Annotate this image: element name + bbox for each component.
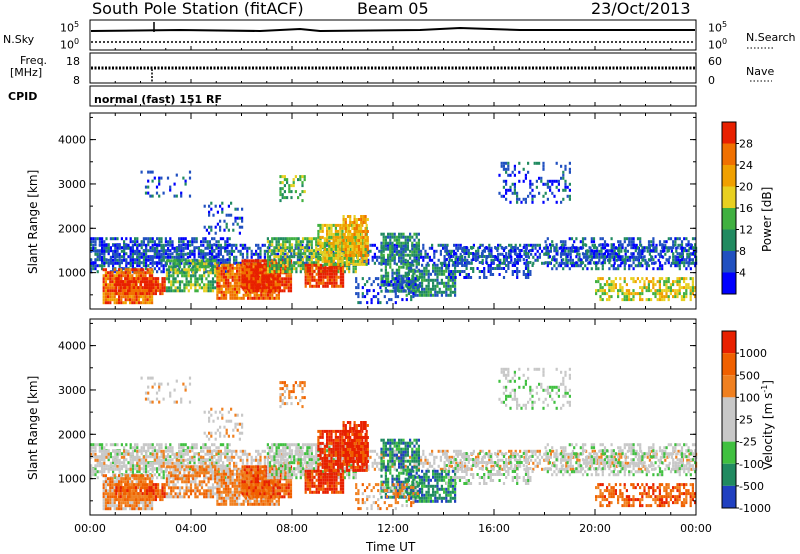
colorbar-segment [722,251,736,273]
x-tick-label: 16:00 [478,522,510,535]
colorbar-segment [722,208,736,230]
freq-label: Freq. [20,54,48,67]
y-tick-label: 3000 [58,384,86,397]
power-colorbar: 28 24 20 16 12 8 4 [721,121,753,295]
colorbar-segment [722,122,736,144]
cpid-label: CPID [8,90,38,103]
colorbar-segment [722,463,736,486]
nsky-tick-high: 105 [60,20,80,35]
freq-tick-high: 18 [66,55,80,68]
colorbar-tick-label: -1000 [739,502,771,515]
colorbar-segment [722,165,736,187]
freq-panel [89,52,697,84]
y-tick-label: 2000 [58,428,86,441]
nsearch-tick-high: 105 [708,20,728,35]
x-tick-label: 00:00 [74,522,106,535]
date-title: 23/Oct/2013 [591,0,691,18]
colorbar-segment [722,375,736,398]
colorbar-tick-label: 1000 [739,347,767,360]
colorbar-segment [722,419,736,442]
nsky-label: N.Sky [3,33,35,46]
velocity-panel: 1000 2000 3000 4000 [58,318,698,516]
x-tick-label: 04:00 [175,522,207,535]
axes: 00:00 04:00 08:00 12:00 16:00 20:00 00:00 [74,46,712,535]
beam-title: Beam 05 [357,0,429,18]
y-tick-label: 2000 [58,222,86,235]
colorbar-tick-label: -100 [739,458,764,471]
colorbar-tick-label: -25 [739,436,757,449]
colorbar-segment [722,143,736,165]
colorbar-segment [722,229,736,251]
y-tick-label: 1000 [58,473,86,486]
nave-tick-low: 0 [708,74,715,87]
freq-tick-low: 8 [73,74,80,87]
colorbar-tick-label: 8 [739,245,746,258]
colorbar-tick-label: 12 [739,224,753,237]
y-tick-label: 4000 [58,134,86,147]
x-tick-label: 20:00 [579,522,611,535]
x-tick-label: 12:00 [377,522,409,535]
nsky-tick-low: 100 [60,37,80,52]
colorbar-segment [722,331,736,354]
x-axis-label: Time UT [366,540,416,554]
y-tick-label: 1000 [58,267,86,280]
velocity-colorbar: 1000 500 100 25 -25 -100 -500 -1000 [721,330,771,515]
colorbar-segment [722,485,736,508]
nsky-panel [89,19,697,51]
colorbar-segment [722,397,736,420]
colorbar-tick-label: 28 [739,138,753,151]
colorbar-tick-label: 20 [739,181,753,194]
colorbar-tick-label: 4 [739,267,746,280]
echo-cells [90,161,698,305]
cpid-mode: normal (fast) 151 RF [94,93,222,106]
nsky-trace [90,26,695,33]
colorbar-tick-label: 100 [739,391,760,404]
colorbar-tick-label: 25 [739,414,753,427]
nsearch-tick-low: 100 [708,37,728,52]
y-tick-label: 3000 [58,178,86,191]
nsearch-label: N.Search [746,31,796,44]
y-tick-label: 4000 [58,340,86,353]
colorbar-segment [722,272,736,294]
colorbar-segment [722,441,736,464]
colorbar-tick-label: 16 [739,202,753,215]
colorbar-segment [722,353,736,376]
echo-cells [90,367,698,511]
nave-label: Nave [746,65,775,78]
x-tick-label: 00:00 [680,522,712,535]
freq-unit-label: [MHz] [10,66,43,79]
station-title: South Pole Station (fitACF) [92,0,304,18]
colorbar-segment [722,186,736,208]
nave-tick-high: 60 [708,55,722,68]
power-panel: 1000 2000 3000 4000 [58,112,698,310]
colorbar-tick-label: 500 [739,369,760,382]
colorbar-tick-label: 24 [739,159,753,172]
x-tick-label: 08:00 [276,522,308,535]
colorbar-tick-label: -500 [739,480,764,493]
